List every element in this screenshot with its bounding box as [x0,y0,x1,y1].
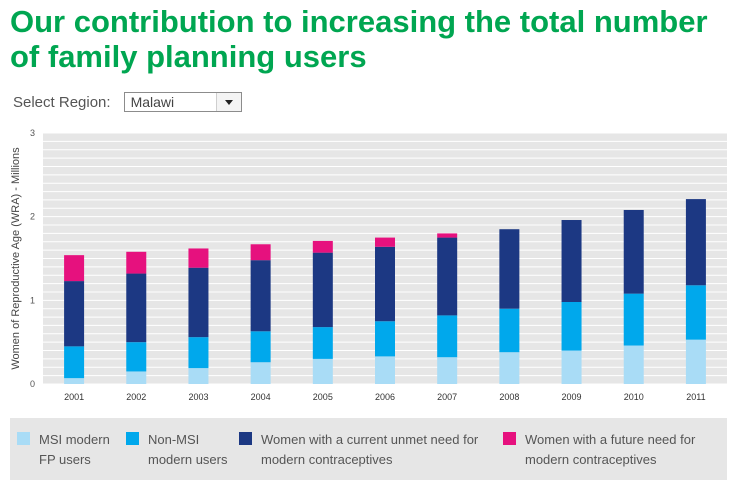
x-tick-label: 2008 [499,392,519,402]
x-tick-label: 2005 [313,392,333,402]
bar-segment [126,251,147,274]
legend-label: Women with a current unmet need for moder… [261,432,479,467]
y-tick-label: 0 [30,379,35,389]
y-tick-label: 3 [30,128,35,138]
x-tick-label: 2002 [126,392,146,402]
region-selector: Select Region: Malawi [13,92,242,112]
bar-segment [188,248,209,268]
bar-segment [312,358,333,384]
bar-segment [437,357,458,384]
bar-segment [499,352,520,384]
bar-segment [499,308,520,353]
bar-segment [250,331,271,363]
bar-segment [250,260,271,332]
bar-segment [312,252,333,328]
legend-swatch [503,432,516,445]
y-tick-label: 2 [30,212,35,222]
bar-segment [685,285,706,340]
bar-segment [375,237,395,247]
bar-segment [561,350,582,384]
x-tick-label: 2009 [562,392,582,402]
bar-segment [561,302,582,351]
bar-segment [64,378,85,384]
bar-segment [375,246,395,322]
x-tick-label: 2006 [375,392,395,402]
bar-segment [64,255,85,282]
legend-label: Women with a future need for modern contr… [525,432,696,467]
region-selected-value: Malawi [130,94,175,110]
legend-swatch [17,432,30,445]
legend-item-current-unmet-need: Women with a current unmet need for moder… [239,430,478,470]
bar-segment [188,368,209,384]
x-tick-label: 2007 [437,392,457,402]
bar-segment [623,293,644,346]
bar-segment [375,321,395,357]
bar-segment [250,362,271,384]
region-label: Select Region: [13,93,111,111]
legend-label: Non-MSI modern users [148,432,228,467]
bar-segment [250,244,271,261]
bar-segment [437,237,458,316]
y-axis-label: Women of Reproductive Age (WRA) - Millio… [10,147,22,370]
chart-legend: MSI modern FP users Non-MSI modern users W… [10,418,727,480]
legend-swatch [126,432,139,445]
page-title: Our contribution to increasing the total… [10,4,708,74]
bar-segment [126,273,147,343]
x-tick-label: 2011 [686,392,705,402]
x-tick-label: 2010 [624,392,644,402]
bar-segment [375,356,395,384]
region-dropdown[interactable]: Malawi [123,92,242,112]
bar-segment [623,209,644,294]
bar-segment [188,267,209,338]
bar-segment [437,315,458,358]
dropdown-arrow-icon[interactable] [215,93,241,111]
bar-segment [312,240,333,253]
legend-item-non-msi-users: Non-MSI modern users [126,430,227,470]
bar-segment [64,281,85,347]
bar-segment [499,229,520,309]
legend-label: MSI modern FP users [39,432,110,467]
y-tick-label: 1 [30,295,35,305]
bar-segment [685,339,706,384]
x-tick-label: 2003 [188,392,208,402]
bar-segment [437,233,458,238]
bar-segment [623,345,644,384]
bar-segment [561,220,582,303]
legend-item-future-need: Women with a future need for modern contr… [503,430,695,470]
bar-segment [312,327,333,359]
bar-segment [126,371,147,384]
stacked-bar-chart: 0 1 2 3 Women of Reproductive Age (WRA) - Mi… [10,128,727,402]
bar-segment [126,342,147,372]
bar-segment [685,199,706,286]
bar-segment [64,346,85,379]
x-tick-label: 2004 [251,392,271,402]
x-tick-label: 2001 [64,392,84,402]
legend-swatch [239,432,252,445]
bar-segment [188,337,209,369]
legend-item-msi-users: MSI modern FP users [17,430,110,470]
